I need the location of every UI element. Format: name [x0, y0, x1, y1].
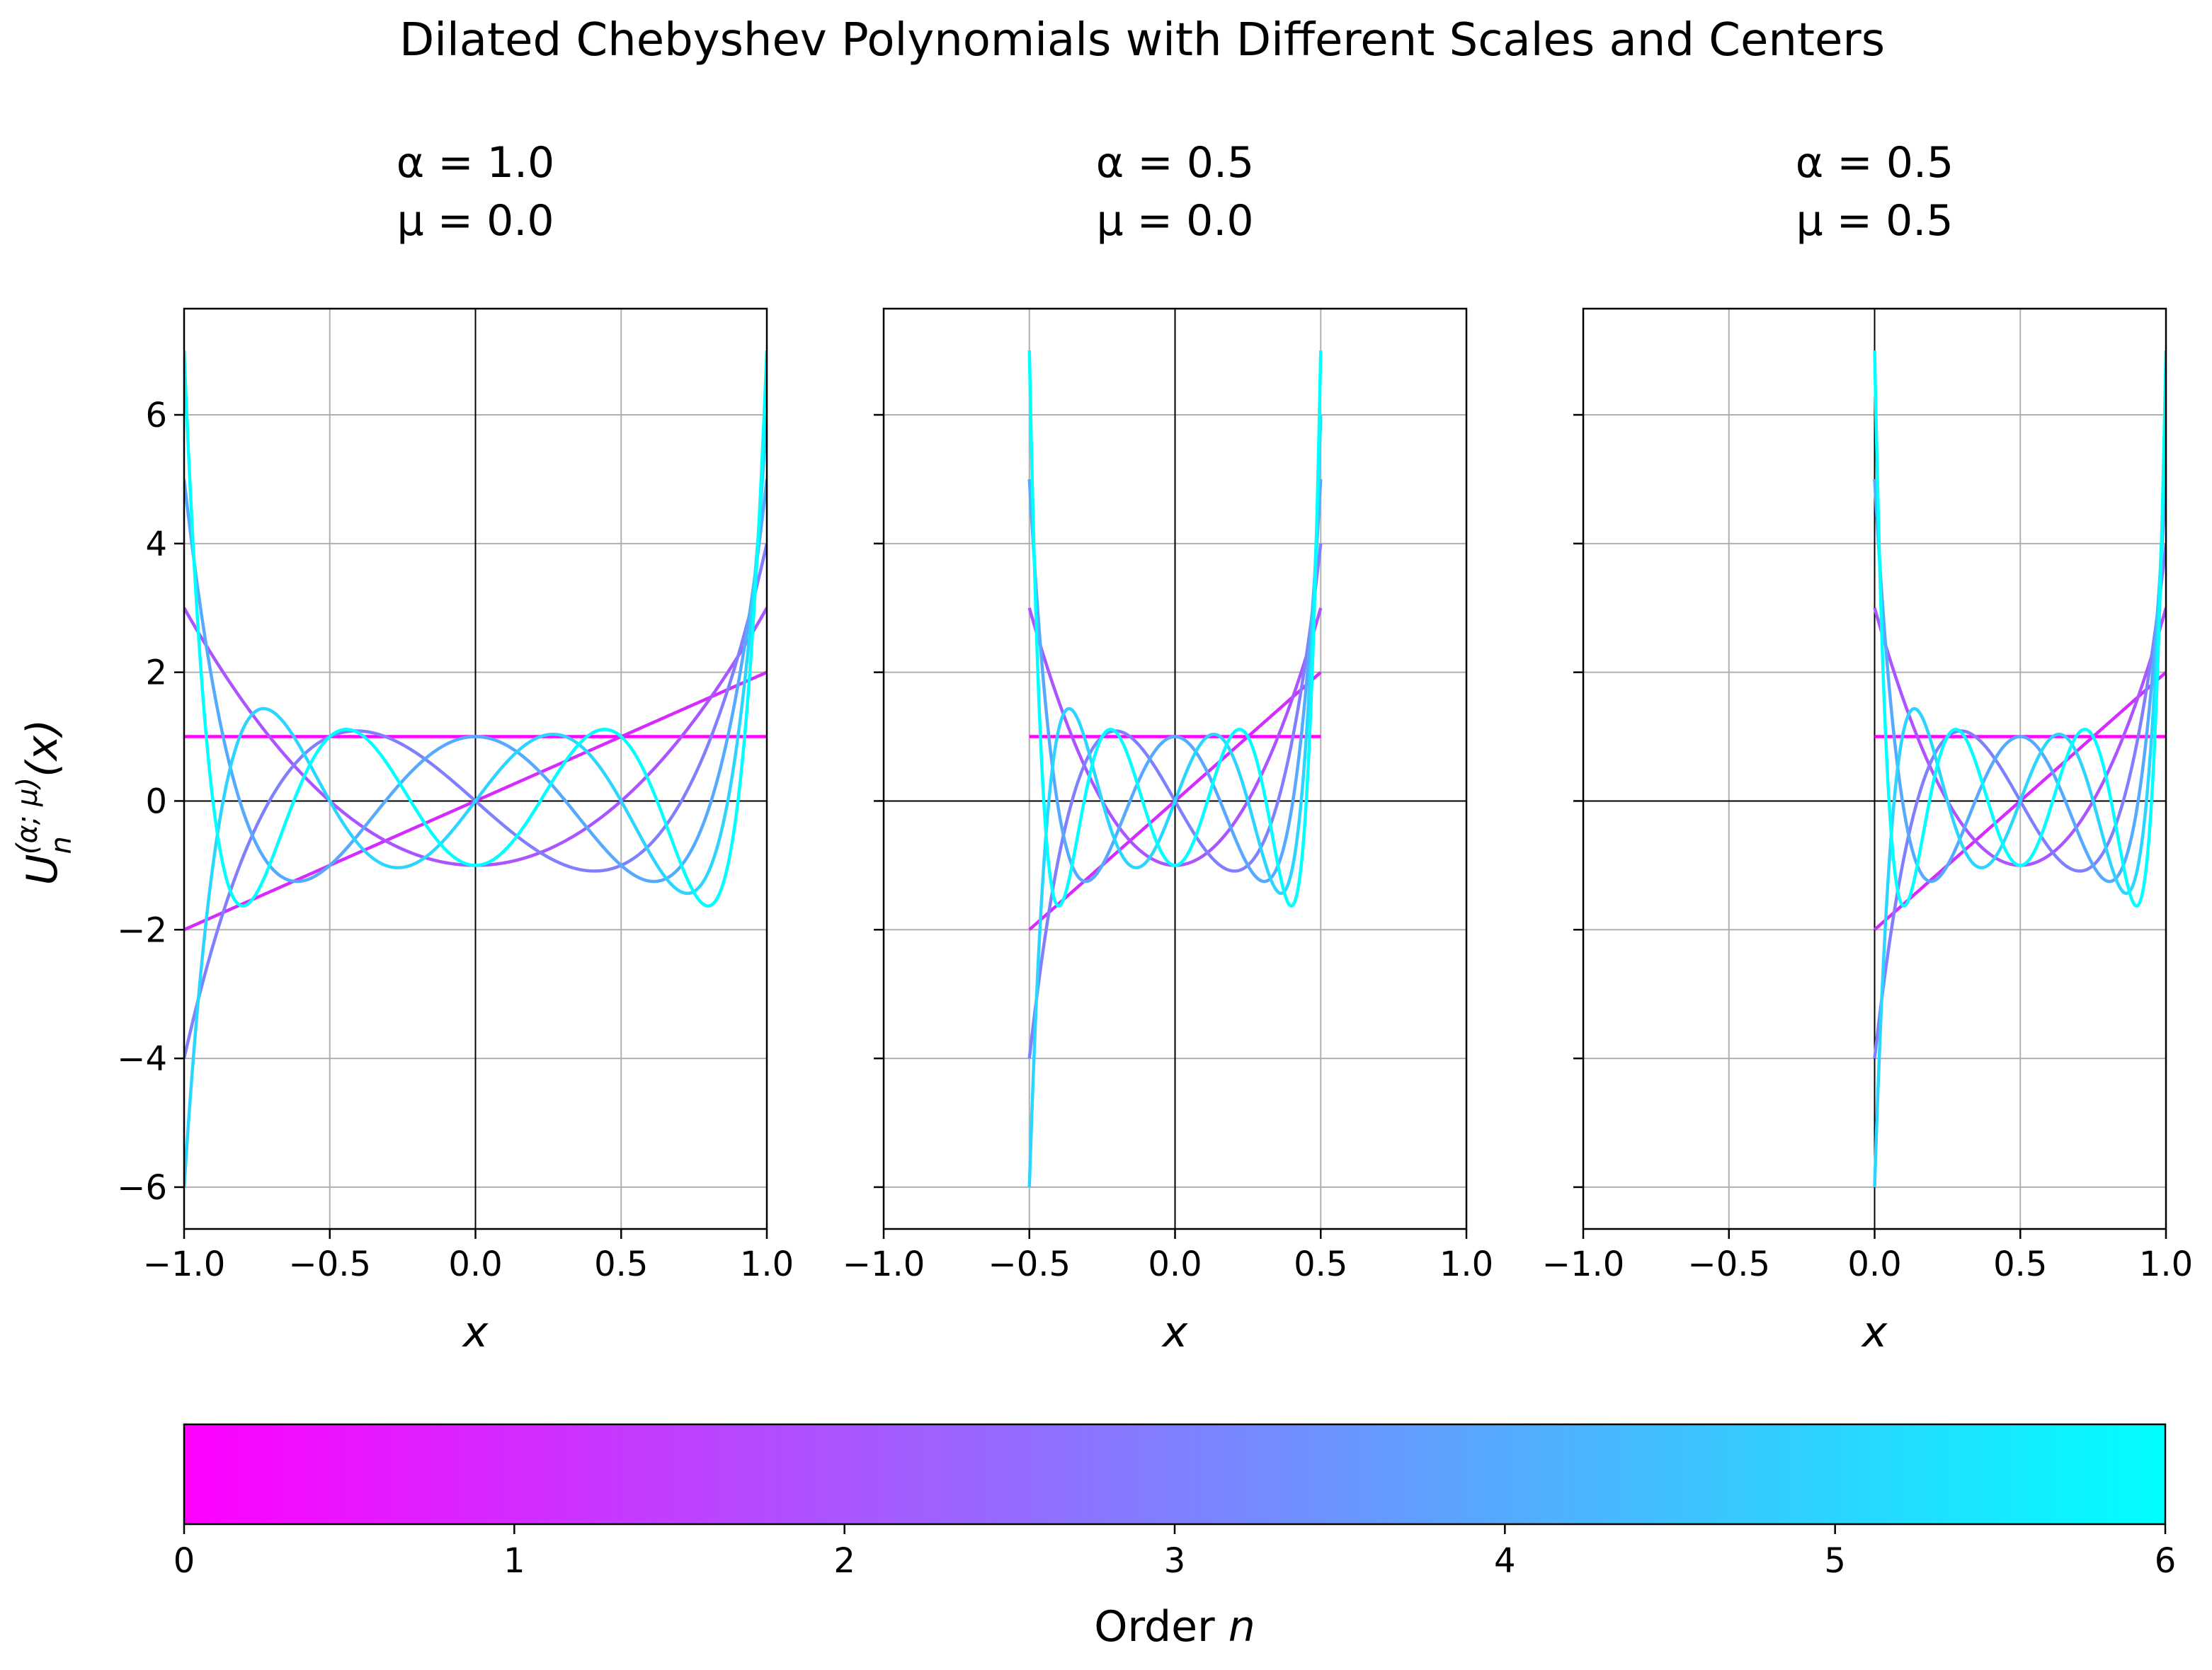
x-axis-label: x — [1161, 1308, 1188, 1357]
panel-mu-label: μ = 0.0 — [397, 196, 554, 246]
y-tick-label: 0 — [145, 782, 167, 821]
y-tick-label: 2 — [145, 653, 167, 693]
y-axis-label: Un(α; μ)(x) — [11, 719, 78, 886]
x-tick-label: −0.5 — [288, 1245, 371, 1284]
colorbar-tick-label: 1 — [503, 1541, 525, 1581]
colorbar-tick-label: 4 — [1494, 1541, 1516, 1581]
x-tick-label: 0.0 — [1148, 1245, 1202, 1284]
y-tick-label: 4 — [145, 525, 167, 564]
panel-3: −1.0 −0.5 0.0 0.5 1.0 α = 0.5 μ = 0.5 x — [1542, 138, 2193, 1357]
x-tick-label: 1.0 — [740, 1245, 794, 1284]
series-line-order-5 — [1873, 414, 2166, 1187]
y-label-arg: (x) — [18, 719, 67, 777]
colorbar-tick-label: 3 — [1164, 1541, 1186, 1581]
x-axis-label: x — [1861, 1308, 1888, 1357]
panel-alpha-label: α = 0.5 — [1796, 138, 1954, 188]
y-tick-label: 6 — [145, 396, 167, 435]
colorbar-tick-label: 6 — [2155, 1541, 2177, 1581]
x-tick-label: 0.5 — [1993, 1245, 2047, 1284]
x-tick-label: −1.0 — [843, 1245, 925, 1284]
x-tick-label: 0.5 — [1294, 1245, 1347, 1284]
series-line-order-4 — [184, 479, 767, 883]
series-line-order-6 — [184, 350, 767, 908]
series-line-order-6 — [1873, 350, 2166, 908]
x-tick-label: −1.0 — [143, 1245, 226, 1284]
colorbar-tick-label: 0 — [173, 1541, 195, 1581]
y-tick-label: −2 — [117, 910, 167, 950]
x-axis-label: x — [462, 1308, 489, 1357]
panel-mu-label: μ = 0.0 — [1096, 196, 1253, 246]
colorbar-label: Order n — [1094, 1602, 1255, 1652]
y-label-sub: n — [45, 836, 78, 854]
colorbar-tick-label: 5 — [1824, 1541, 1846, 1581]
colorbar-tick-label: 2 — [833, 1541, 855, 1581]
series-line-order-4 — [1873, 479, 2166, 883]
panel-mu-label: μ = 0.5 — [1796, 196, 1953, 246]
panel-alpha-label: α = 1.0 — [397, 138, 554, 188]
series-line-order-5 — [184, 414, 767, 1188]
series-line-order-4 — [1027, 479, 1323, 883]
panel-2: −1.0 −0.5 0.0 0.5 1.0 α = 0.5 μ = 0.0 x — [843, 138, 1493, 1357]
panel-1: −1.0 −0.5 0.0 0.5 1.0 −6 −4 −2 0 2 4 6 α = 1.0 μ = 0.… — [117, 138, 794, 1357]
panels: −1.0 −0.5 0.0 0.5 1.0 −6 −4 −2 0 2 4 6 α = 1.0 μ = 0.… — [117, 138, 2193, 1357]
colorbar: 0 1 2 3 4 5 6 Order n — [173, 1423, 2177, 1652]
y-tick-label: −6 — [117, 1168, 167, 1208]
chart-title: Dilated Chebyshev Polynomials with Diffe… — [399, 14, 1885, 67]
y-label-sup: (α; μ) — [11, 777, 44, 854]
x-tick-label: −1.0 — [1542, 1245, 1625, 1284]
x-tick-label: 0.0 — [1847, 1245, 1901, 1284]
colorbar-gradient — [183, 1423, 2167, 1526]
x-tick-label: 1.0 — [1439, 1245, 1493, 1284]
series-line-order-5 — [1027, 414, 1323, 1187]
svg-text:Un(α; μ)(x): Un(α; μ)(x) — [11, 719, 78, 886]
y-tick-label: −4 — [117, 1039, 167, 1079]
x-tick-label: 1.0 — [2139, 1245, 2193, 1284]
x-tick-label: −0.5 — [1687, 1245, 1770, 1284]
panel-alpha-label: α = 0.5 — [1096, 138, 1254, 188]
series-line-order-6 — [1027, 350, 1323, 908]
x-tick-label: 0.5 — [594, 1245, 648, 1284]
x-tick-label: 0.0 — [448, 1245, 502, 1284]
y-label-base: U — [18, 854, 67, 885]
x-tick-label: −0.5 — [988, 1245, 1071, 1284]
